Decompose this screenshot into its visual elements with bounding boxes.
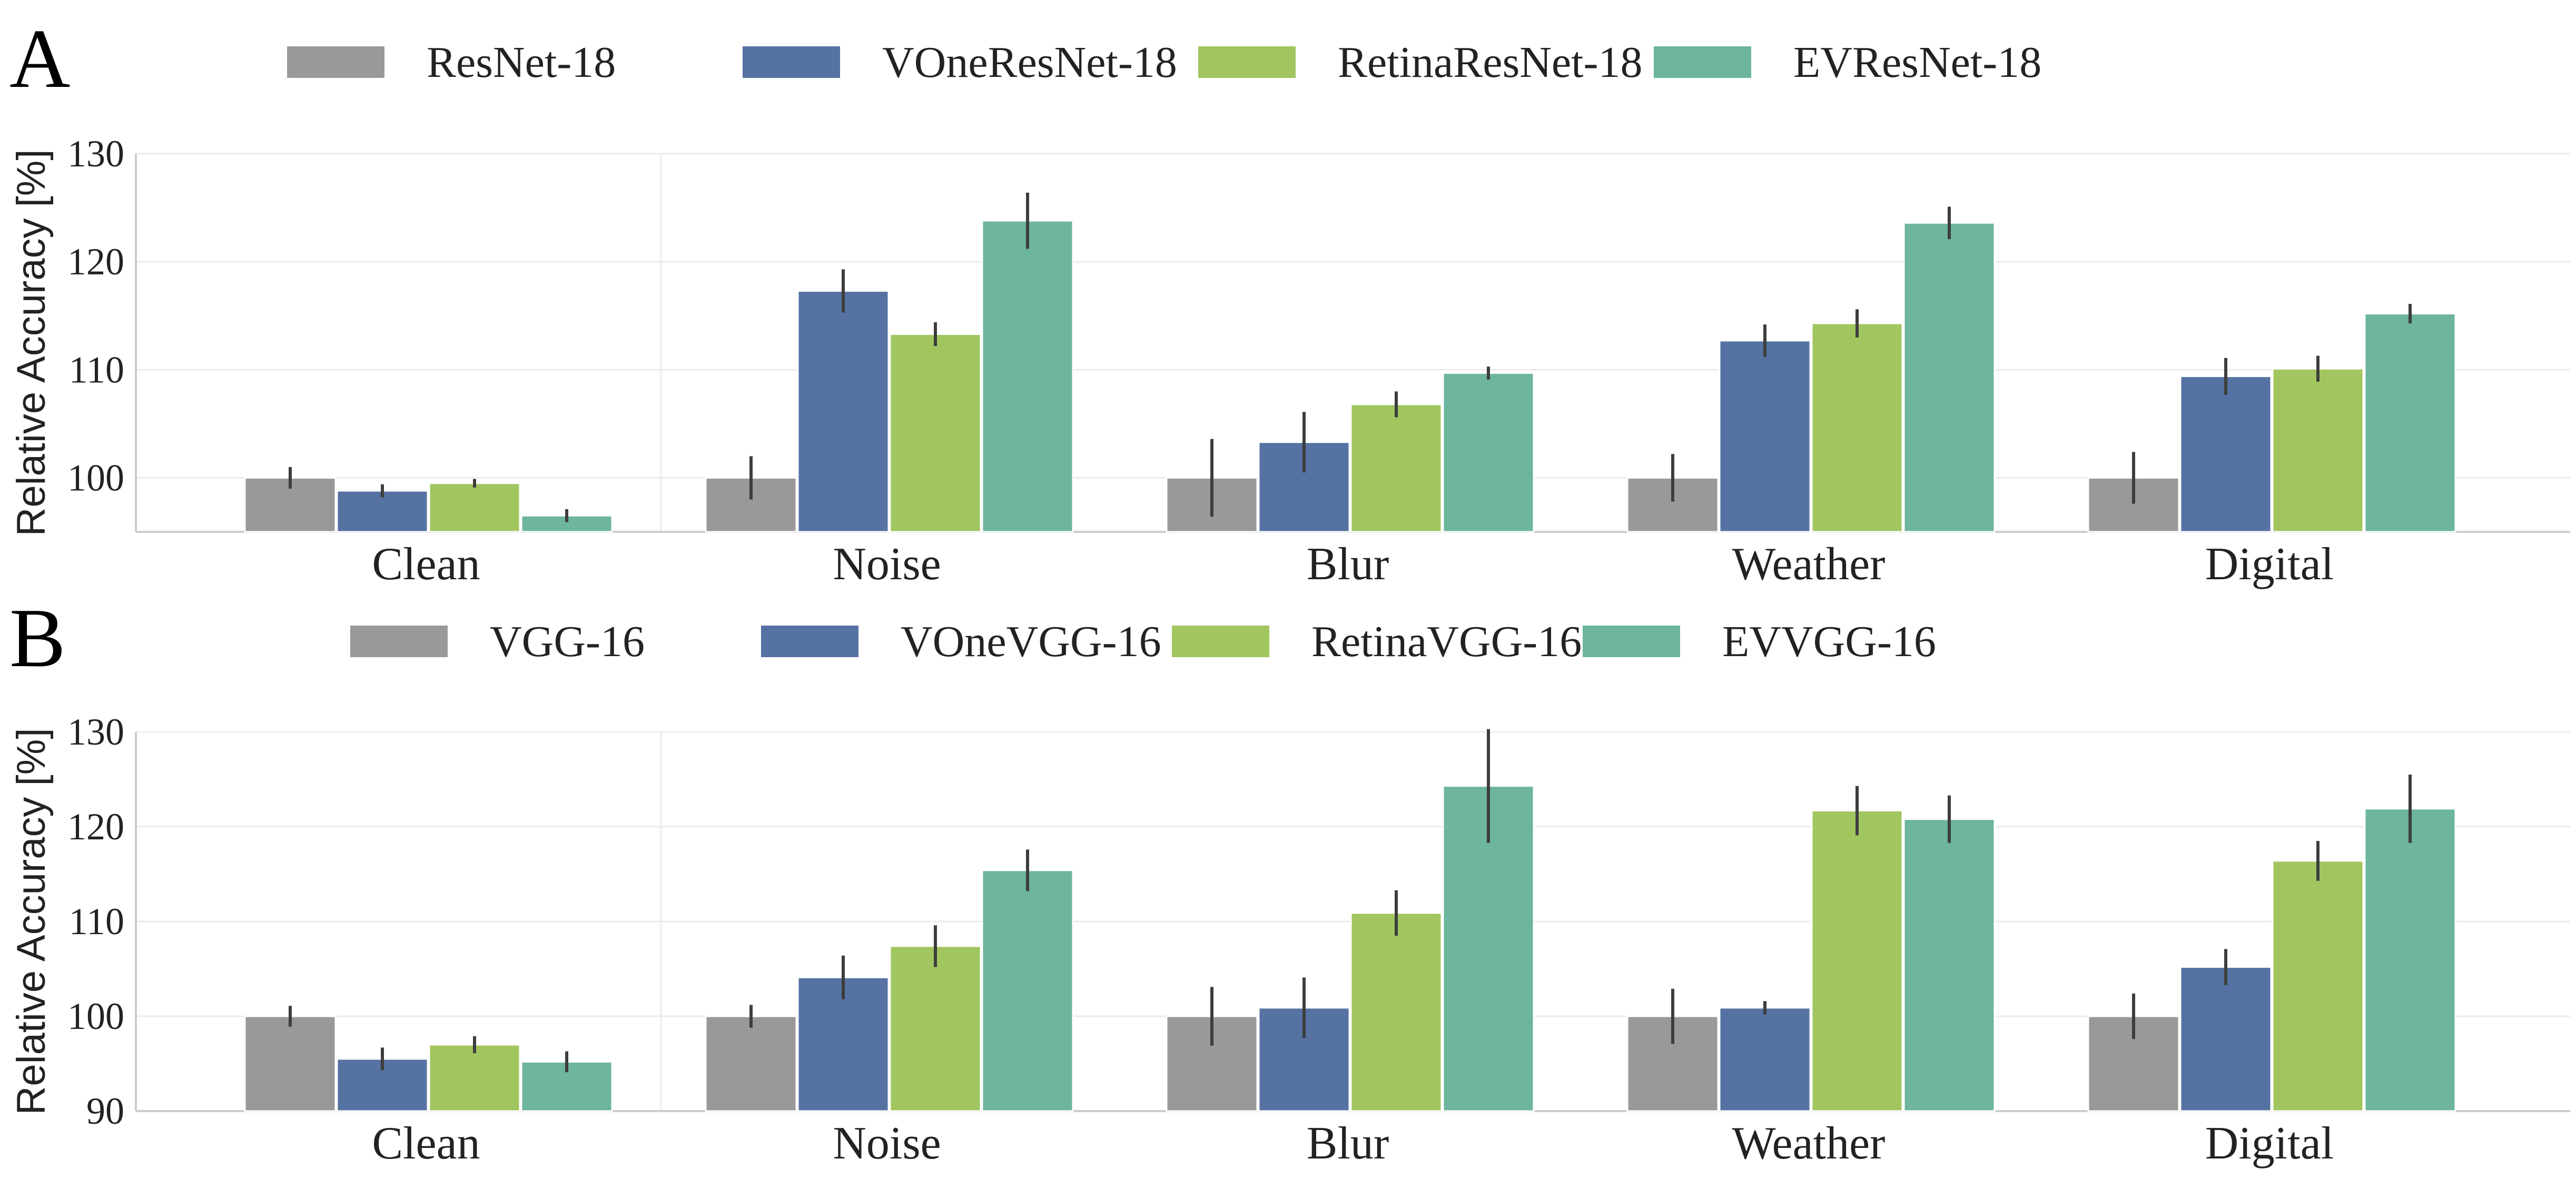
x-tick-label: Blur (1307, 539, 1389, 590)
y-tick-label: 100 (67, 457, 124, 499)
bar (428, 482, 521, 533)
bar (336, 490, 429, 533)
bar (981, 869, 1074, 1112)
y-tick-label: 120 (67, 806, 124, 848)
x-tick-label: Clean (372, 1118, 480, 1169)
bar (520, 514, 613, 533)
legend-swatch (287, 46, 384, 78)
legend-swatch (1654, 46, 1751, 78)
bar (1719, 1007, 1811, 1112)
x-tick-label: Blur (1307, 1118, 1389, 1169)
bar (1350, 912, 1443, 1112)
bar (2179, 966, 2272, 1112)
bar (1811, 809, 1903, 1112)
legend-label: RetinaResNet-18 (1338, 38, 1643, 87)
bar (705, 1015, 797, 1112)
bar (428, 1044, 521, 1112)
x-tick-label: Clean (372, 539, 480, 590)
x-tick-label: Noise (833, 539, 941, 590)
x-tick-label: Digital (2205, 539, 2334, 590)
y-tick-label: 130 (67, 711, 124, 753)
x-tick-label: Weather (1732, 1118, 1886, 1169)
bar (1903, 818, 1996, 1112)
legend-label: EVResNet-18 (1793, 38, 2041, 87)
bar (889, 945, 982, 1112)
bar (889, 333, 982, 533)
legend-swatch (350, 626, 448, 657)
chart-panel-b: B VGG-16 VOneVGG-16 RetinaVGG-16 EVVGG-16 90 1… (9, 591, 2570, 1169)
bar (1719, 340, 1811, 533)
bar (1442, 372, 1535, 533)
legend-swatch (761, 626, 858, 657)
bar (1903, 222, 1996, 533)
bar (981, 220, 1074, 533)
legend-swatch (1583, 626, 1680, 657)
legend-swatch (1172, 626, 1269, 657)
bar (1811, 322, 1903, 533)
bar (2272, 368, 2364, 533)
bar (2364, 808, 2456, 1112)
legend-swatch (1198, 46, 1296, 78)
y-tick-label: 100 (67, 995, 124, 1037)
panel-letter: A (9, 12, 71, 105)
bar (2272, 860, 2364, 1112)
legend-label: VOneResNet-18 (882, 38, 1177, 87)
legend-label: ResNet-18 (427, 38, 616, 87)
bar (2364, 313, 2456, 533)
y-tick-label: 110 (69, 349, 124, 391)
legend-label: VOneVGG-16 (901, 617, 1161, 666)
bar (797, 290, 890, 533)
chart-panel-a: A ResNet-18 VOneResNet-18 RetinaResNet-18 EV… (9, 12, 2570, 590)
y-axis-label: Relative Accuracy [%] (9, 150, 54, 537)
legend-label: VGG-16 (490, 617, 645, 666)
bar (1350, 403, 1443, 533)
panel-letter: B (9, 591, 66, 685)
y-tick-label: 120 (67, 241, 124, 283)
legend-label: RetinaVGG-16 (1311, 617, 1582, 666)
bar (797, 976, 890, 1112)
y-tick-label: 110 (69, 900, 124, 943)
bar (2179, 375, 2272, 533)
y-axis-label: Relative Accuracy [%] (9, 728, 54, 1115)
legend-label: EVVGG-16 (1722, 617, 1936, 666)
x-tick-label: Weather (1732, 539, 1886, 590)
y-tick-label: 90 (86, 1090, 124, 1132)
legend-swatch (743, 46, 840, 78)
y-tick-label: 130 (67, 133, 124, 175)
bar (244, 1015, 337, 1112)
x-tick-label: Noise (833, 1118, 941, 1169)
x-tick-label: Digital (2205, 1118, 2334, 1169)
